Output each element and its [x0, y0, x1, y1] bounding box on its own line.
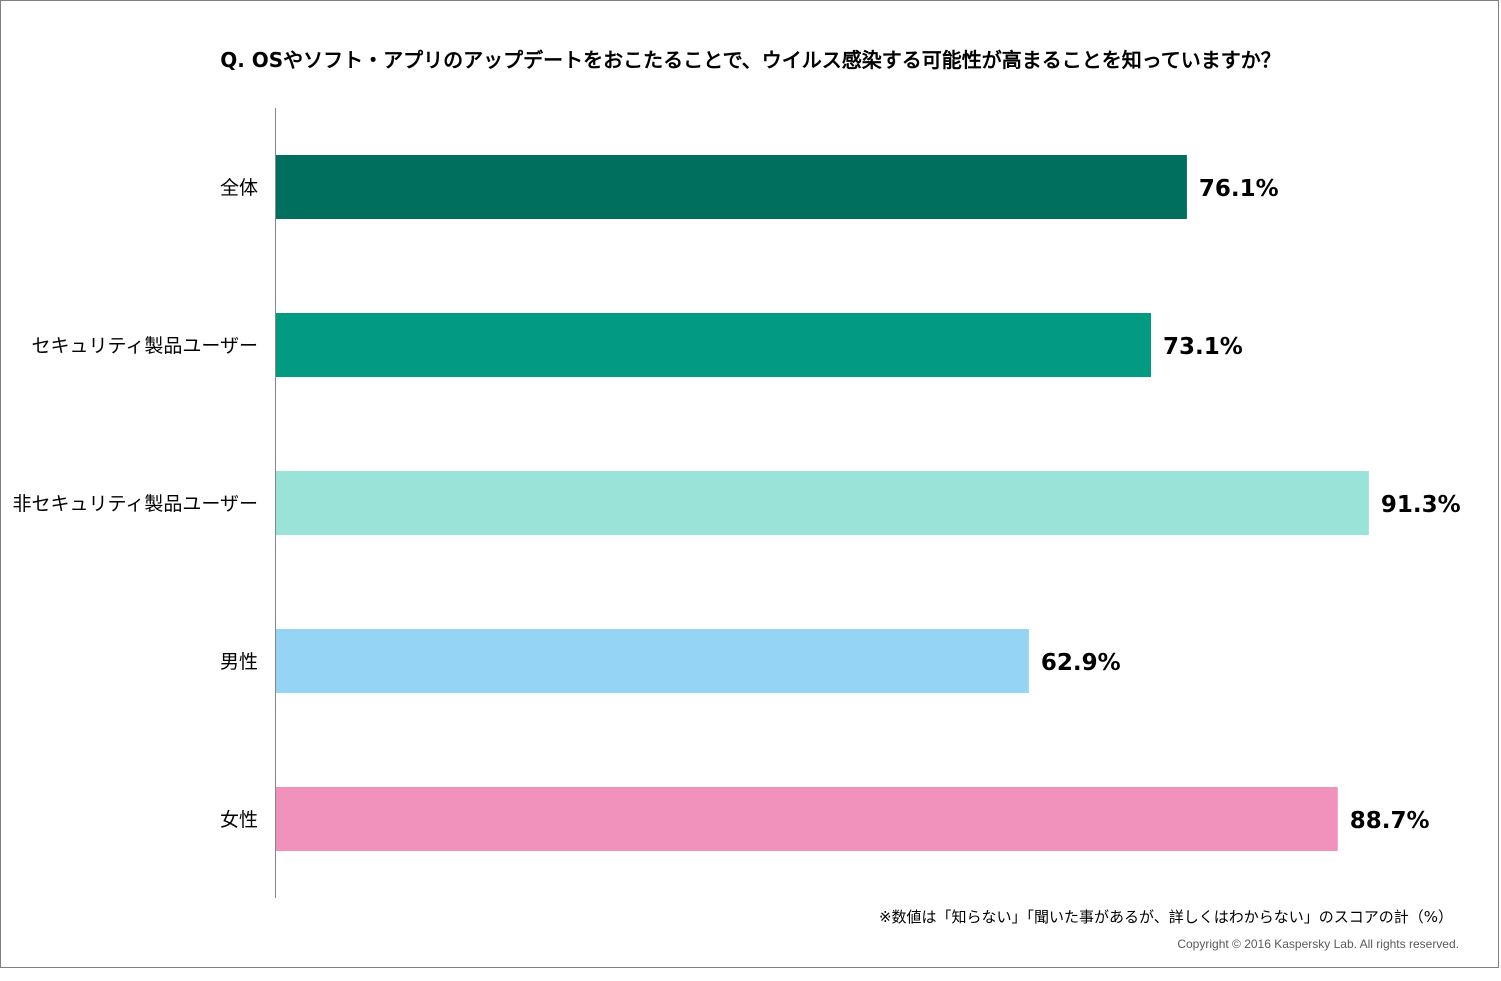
- chart-title: Q. OSやソフト・アプリのアップデートをおこたることで、ウイルス感染する可能性…: [220, 48, 1281, 72]
- value-label-1: 73.1%: [1163, 334, 1243, 360]
- category-label-0: 全体: [220, 177, 258, 199]
- bar-2: [276, 471, 1369, 535]
- category-label-2: 非セキュリティ製品ユーザー: [13, 493, 258, 515]
- bar-4: [276, 787, 1338, 851]
- bar-1: [276, 313, 1152, 377]
- category-label-1: セキュリティ製品ユーザー: [32, 335, 258, 357]
- category-label-4: 女性: [220, 809, 258, 831]
- copyright: Copyright © 2016 Kaspersky Lab. All righ…: [1177, 937, 1459, 951]
- value-label-2: 91.3%: [1381, 492, 1461, 518]
- bar-0: [276, 155, 1187, 219]
- category-label-3: 男性: [220, 651, 258, 673]
- value-label-3: 62.9%: [1041, 650, 1121, 676]
- value-label-0: 76.1%: [1199, 176, 1279, 202]
- footnote: ※数値は「知らない」「聞いた事があるが、詳しくはわからない」のスコアの計（%）: [878, 908, 1453, 926]
- bar-3: [276, 629, 1029, 693]
- value-label-4: 88.7%: [1350, 808, 1430, 834]
